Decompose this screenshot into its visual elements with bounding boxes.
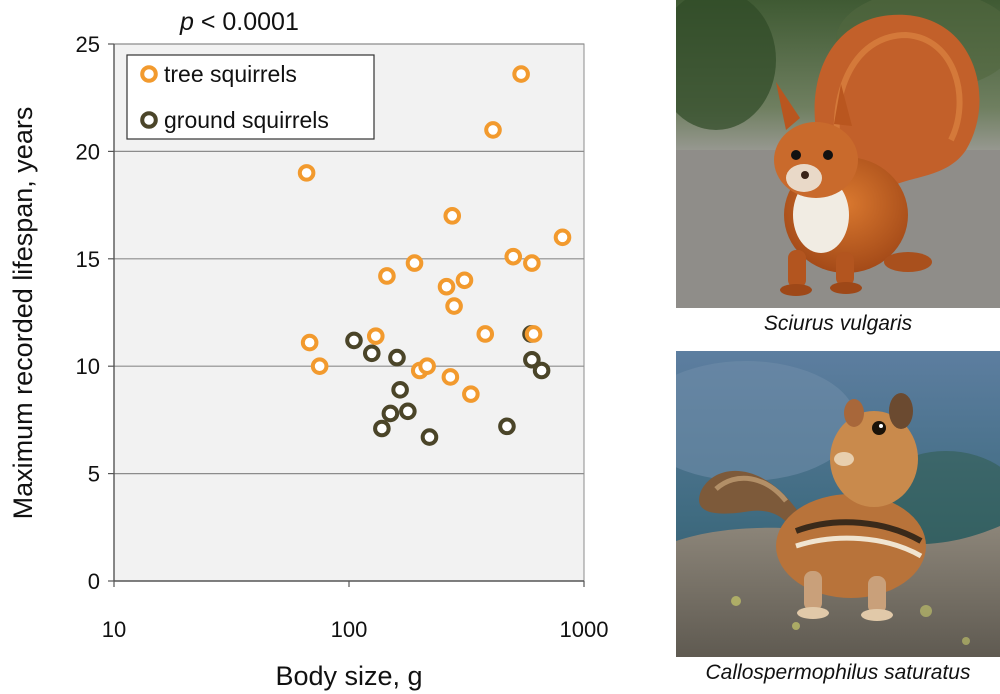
p-value-annotation: p < 0.0001 — [179, 8, 299, 36]
tree-squirrel-point — [504, 247, 523, 266]
red-squirrel-illustration — [676, 0, 1000, 308]
legend-box — [126, 54, 375, 140]
legend-label-ground: ground squirrels — [164, 107, 329, 133]
gridlines — [114, 43, 584, 475]
y-tick-label: 10 — [76, 354, 100, 379]
legend: tree squirrels ground squirrels — [126, 54, 375, 140]
ground-squirrel-point — [381, 404, 400, 423]
ground-squirrel-point — [420, 428, 439, 446]
ground-squirrel-photo — [676, 351, 1000, 657]
x-tick-labels: 10 100 1000 — [102, 617, 609, 642]
y-axis-label: Maximum recorded lifespan, years — [8, 107, 38, 520]
tree-squirrel-point — [405, 254, 424, 272]
tree-squirrel-point — [523, 254, 541, 272]
y-tick-label: 5 — [88, 462, 100, 487]
ground-squirrel-point — [523, 350, 541, 369]
y-tick-label: 15 — [76, 247, 100, 272]
ground-squirrel-point — [362, 344, 381, 363]
ground-squirrel-illustration — [676, 351, 1000, 657]
axes — [108, 43, 585, 587]
photo-caption-1: Sciurus vulgaris — [763, 312, 913, 335]
y-tick-label: 20 — [76, 139, 100, 164]
y-tick-label: 0 — [88, 569, 100, 594]
tree-squirrel-point — [443, 207, 462, 225]
tree-squirrel-point — [524, 325, 543, 343]
ground-squirrel-point — [391, 381, 409, 399]
x-tick-label: 1000 — [560, 617, 609, 642]
legend-label-tree: tree squirrels — [164, 61, 297, 87]
tree-squirrel-point — [462, 385, 480, 403]
x-tick-label: 100 — [331, 617, 368, 642]
ground-squirrel-point — [345, 331, 363, 350]
legend-marker-ground — [140, 111, 158, 129]
scatter-chart: 0 5 10 15 20 25 10 100 1000 p < 0.0001 Maximum … — [8, 8, 609, 691]
ground-squirrel-point — [399, 402, 417, 421]
tree-squirrel-point — [476, 325, 495, 343]
tree-squirrel-point — [484, 121, 502, 139]
ground-squirrel-point — [388, 348, 406, 367]
tree-squirrel-point — [378, 267, 396, 285]
y-tick-labels: 0 5 10 15 20 25 — [76, 32, 100, 594]
tree-squirrel-point — [455, 271, 474, 290]
photo-caption-2: Callospermophilus saturatus — [705, 661, 971, 684]
ground-squirrel-point — [373, 419, 391, 438]
tree-squirrel-point — [441, 368, 460, 386]
tree-squirrel-point — [300, 333, 319, 352]
tree-squirrel-point — [512, 65, 530, 83]
legend-marker-tree — [140, 65, 158, 83]
red-squirrel-photo — [676, 0, 1000, 308]
data-points — [297, 65, 572, 446]
x-tick-label: 10 — [102, 617, 126, 642]
tree-squirrel-point — [297, 164, 316, 182]
tree-squirrel-point — [366, 327, 385, 345]
x-axis-label: Body size, g — [275, 661, 422, 691]
ground-squirrel-point — [532, 361, 551, 380]
tree-squirrel-point — [310, 357, 329, 376]
tree-squirrel-point — [437, 277, 456, 296]
y-tick-label: 25 — [76, 32, 100, 57]
ground-squirrel-point — [498, 417, 516, 436]
tree-squirrel-point — [418, 357, 436, 376]
tree-squirrel-point — [445, 297, 463, 315]
tree-squirrel-point — [553, 228, 572, 247]
